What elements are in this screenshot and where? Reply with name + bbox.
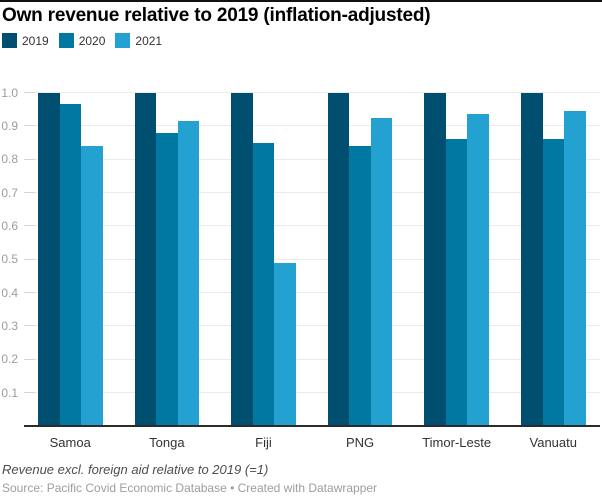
y-axis-tick-label: 0.8 bbox=[1, 152, 18, 167]
legend-item-2019: 2019 bbox=[2, 33, 49, 48]
y-axis-tick bbox=[24, 292, 35, 294]
y-axis-tick bbox=[24, 192, 35, 194]
gridline bbox=[24, 192, 600, 194]
gridline bbox=[24, 392, 600, 394]
bar-group-samoa bbox=[38, 85, 103, 426]
gridline bbox=[24, 158, 600, 160]
legend: 2019 2020 2021 bbox=[2, 33, 162, 48]
bar-fiji-2019[interactable] bbox=[231, 92, 253, 426]
bar-vanuatu-2019[interactable] bbox=[521, 92, 543, 426]
bar-samoa-2020[interactable] bbox=[59, 104, 81, 426]
bar-fiji-2020[interactable] bbox=[252, 142, 275, 426]
x-axis-label-timor-leste: Timor-Leste bbox=[422, 435, 492, 450]
y-axis-tick bbox=[24, 258, 35, 260]
x-axis-label-fiji: Fiji bbox=[255, 435, 272, 450]
top-border bbox=[0, 0, 602, 2]
legend-label-2020: 2020 bbox=[78, 33, 106, 48]
bar-tonga-2021[interactable] bbox=[177, 120, 200, 426]
legend-swatch-2019 bbox=[2, 33, 17, 48]
bar-samoa-2021[interactable] bbox=[81, 145, 103, 426]
bar-fiji-2021[interactable] bbox=[274, 262, 296, 426]
bar-timor-leste-2020[interactable] bbox=[445, 139, 468, 426]
y-axis-tick-label: 0.6 bbox=[1, 218, 18, 233]
bar-png-2019[interactable] bbox=[327, 92, 350, 426]
bar-group-tonga bbox=[134, 85, 200, 426]
legend-item-2021: 2021 bbox=[115, 33, 162, 48]
gridline bbox=[24, 292, 600, 294]
y-axis-tick-label: 0.3 bbox=[1, 318, 18, 333]
bar-png-2021[interactable] bbox=[370, 117, 393, 426]
legend-swatch-2020 bbox=[58, 33, 74, 48]
gridline bbox=[24, 225, 600, 227]
gridline bbox=[24, 325, 600, 327]
legend-swatch-2021 bbox=[115, 33, 131, 48]
y-axis-tick bbox=[24, 325, 35, 327]
y-axis-tick-label: 0.7 bbox=[1, 185, 18, 200]
bar-samoa-2019[interactable] bbox=[38, 92, 60, 426]
x-axis-label-tonga: Tonga bbox=[149, 435, 185, 450]
y-axis-tick bbox=[24, 125, 35, 127]
legend-label-2019: 2019 bbox=[22, 33, 49, 48]
x-axis-label-png: PNG bbox=[345, 435, 375, 450]
bar-group-timor-leste bbox=[424, 85, 489, 426]
y-axis-tick-label: 0.5 bbox=[1, 252, 18, 267]
gridline bbox=[24, 358, 600, 360]
y-axis-tick bbox=[24, 358, 35, 360]
source-line: Source: Pacific Covid Economic Database … bbox=[2, 481, 378, 495]
bar-group-fiji bbox=[231, 85, 296, 426]
gridline bbox=[24, 92, 600, 93]
legend-label-2021: 2021 bbox=[135, 33, 163, 48]
footnote: Revenue excl. foreign aid relative to 20… bbox=[2, 462, 269, 477]
gridline bbox=[24, 125, 600, 127]
bar-group-png bbox=[327, 85, 393, 426]
bar-vanuatu-2021[interactable] bbox=[564, 110, 586, 426]
y-axis-tick bbox=[24, 225, 35, 227]
bar-tonga-2019[interactable] bbox=[134, 92, 157, 426]
plot-area: 1.0 0.9 0.8 0.7 0.6 0.5 0.4 0.3 0.2 0.1 bbox=[0, 85, 602, 427]
x-axis-labels: Samoa Tonga Fiji PNG Timor-Leste Vanuatu bbox=[0, 435, 602, 451]
y-axis-tick-label: 1.0 bbox=[1, 85, 18, 100]
x-axis-label-vanuatu: Vanuatu bbox=[529, 435, 577, 450]
bar-vanuatu-2020[interactable] bbox=[542, 139, 564, 426]
y-axis-tick bbox=[24, 392, 35, 394]
x-axis-baseline bbox=[24, 425, 600, 427]
y-axis-tick-label: 0.1 bbox=[1, 385, 18, 400]
y-axis-tick-label: 0.2 bbox=[1, 352, 18, 367]
y-axis-tick bbox=[24, 158, 35, 160]
y-axis-tick-label: 0.9 bbox=[1, 118, 18, 133]
bar-tonga-2020[interactable] bbox=[156, 132, 178, 426]
bar-timor-leste-2019[interactable] bbox=[424, 92, 446, 426]
y-axis-tick-label: 0.4 bbox=[1, 285, 18, 300]
legend-item-2020: 2020 bbox=[58, 33, 106, 48]
chart-title: Own revenue relative to 2019 (inflation-… bbox=[2, 5, 431, 26]
bar-group-vanuatu bbox=[521, 85, 586, 426]
gridline bbox=[24, 258, 600, 260]
bar-timor-leste-2021[interactable] bbox=[467, 114, 489, 426]
bar-png-2020[interactable] bbox=[349, 145, 371, 426]
x-axis-label-samoa: Samoa bbox=[49, 435, 91, 450]
y-axis-tick bbox=[24, 92, 35, 93]
